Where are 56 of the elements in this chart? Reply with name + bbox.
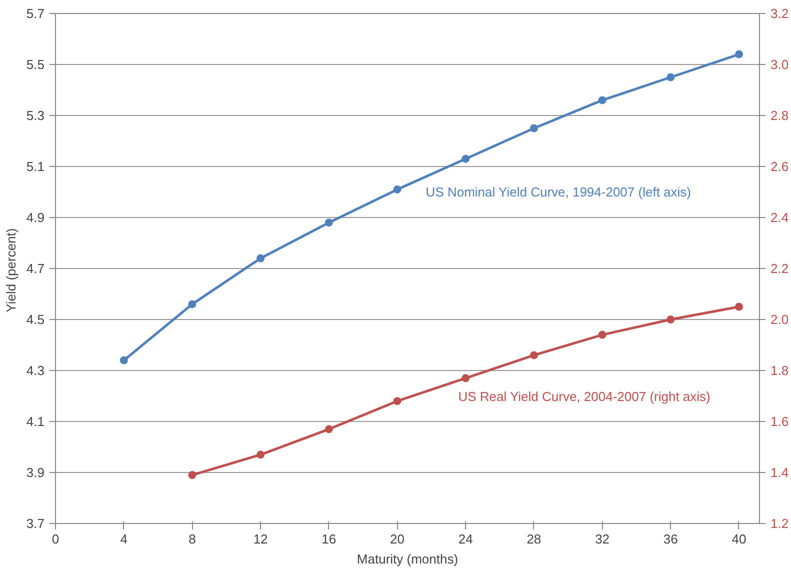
point <box>462 374 470 382</box>
annotation: US Real Yield Curve, 2004-2007 (right axis) <box>458 389 710 404</box>
point <box>188 471 196 480</box>
point <box>393 397 402 406</box>
y-tick-label: 5.5 <box>26 57 45 72</box>
annotation: US Nominal Yield Curve, 1994-2007 (left axis) <box>426 184 691 200</box>
point <box>734 302 743 311</box>
point <box>530 124 538 132</box>
point <box>598 330 606 339</box>
point <box>598 96 606 104</box>
x-tick-label: 32 <box>595 532 610 546</box>
point <box>462 154 470 163</box>
y2-tick-label: 1.6 <box>770 414 789 429</box>
y-tick-label: 3.9 <box>26 465 45 480</box>
x-tick-label: 40 <box>732 532 746 546</box>
y-axis-title: Yield (percent) <box>3 228 18 312</box>
y-tick-label: 5.3 <box>26 108 45 123</box>
x-tick-label: 16 <box>322 532 336 546</box>
y-tick-label: 4.1 <box>26 414 45 429</box>
point <box>120 356 128 364</box>
x-tick-label: 12 <box>253 532 268 546</box>
point <box>530 351 538 360</box>
x-axis-title: Maturity (months) <box>356 552 458 566</box>
y2-tick-label: 2.6 <box>770 159 789 174</box>
y-tick-label: 3.7 <box>26 516 45 531</box>
y2-tick-label: 1.2 <box>770 516 789 531</box>
point <box>256 254 265 262</box>
x-tick-label: 24 <box>458 532 473 546</box>
point <box>666 316 675 324</box>
y-tick-label: 5.1 <box>26 159 45 174</box>
x-tick-label: 8 <box>188 532 196 546</box>
point <box>324 218 333 227</box>
y2-tick-label: 2.4 <box>770 210 789 225</box>
x-tick-label: 36 <box>663 532 678 546</box>
y2-tick-label: 2.8 <box>770 108 789 123</box>
x-tick-label: 4 <box>120 532 128 546</box>
x-tick-label: 28 <box>526 532 542 546</box>
y-tick-label: 4.5 <box>26 312 45 327</box>
y2-tick-label: 3.0 <box>770 57 789 72</box>
y2-tick-label: 2.2 <box>770 261 789 276</box>
y2-tick-label: 1.4 <box>770 465 789 480</box>
point <box>393 185 402 194</box>
point <box>324 425 333 434</box>
point <box>734 50 743 58</box>
point <box>666 73 675 82</box>
y-tick-label: 4.7 <box>26 261 45 276</box>
y-tick-label: 5.7 <box>26 6 45 21</box>
x-tick-label: 0 <box>52 532 60 546</box>
y2-tick-label: 2.0 <box>770 312 789 327</box>
point <box>256 450 265 459</box>
y2-tick-label: 3.2 <box>770 6 789 21</box>
point <box>188 300 196 308</box>
y2-tick-label: 1.8 <box>770 363 789 378</box>
x-tick-label: 20 <box>390 532 404 546</box>
y-tick-label: 4.9 <box>26 210 45 225</box>
y-tick-label: 4.3 <box>26 363 45 378</box>
